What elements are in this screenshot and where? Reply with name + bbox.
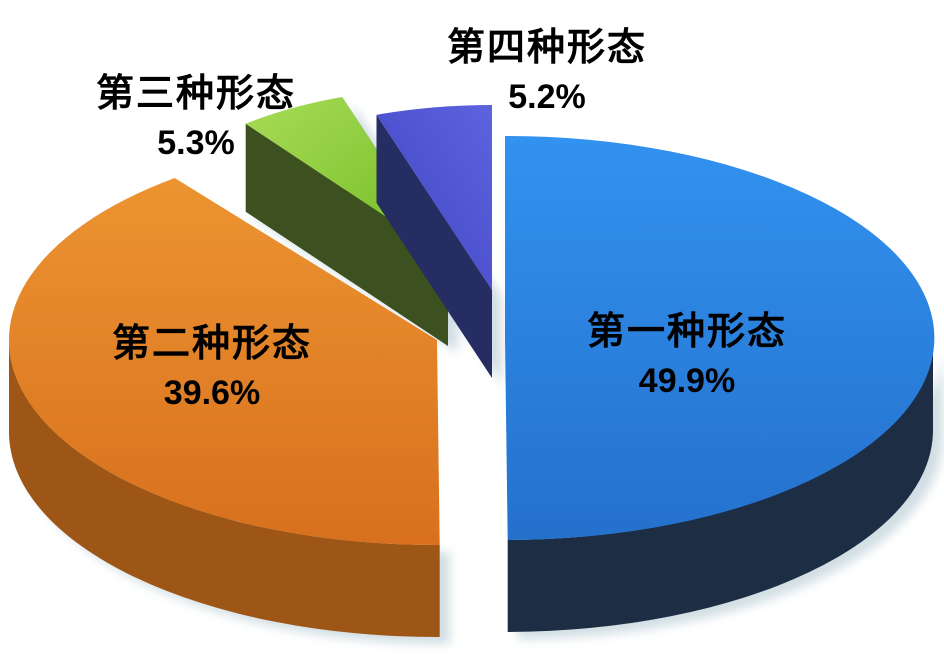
slice-third-cut-face-start	[245, 123, 448, 346]
slice-pct-second-form: 39.6%	[163, 374, 261, 412]
slice-label-first-form: 第一种形态 49.9%	[587, 308, 787, 406]
slice-fourth-cut-face-start	[376, 114, 492, 379]
slice-fourth-top-face	[376, 105, 492, 290]
slice-pct-fourth-form: 5.2%	[508, 78, 586, 116]
slice-fourth-form	[376, 105, 492, 379]
slice-label-fourth-form: 第四种形态 5.2%	[447, 24, 647, 122]
slice-second-side-wall	[9, 340, 440, 638]
slice-label-third-form: 第三种形态 5.3%	[96, 70, 296, 168]
slice-second-top-face	[8, 178, 440, 546]
slice-name-third-form: 第三种形态	[95, 73, 297, 115]
slice-pct-third-form: 5.3%	[157, 124, 235, 162]
slice-first-side-wall	[507, 338, 933, 632]
slice-label-second-form: 第二种形态 39.6%	[112, 320, 312, 418]
slice-first-top-face	[505, 135, 935, 540]
slice-second-form	[8, 178, 440, 638]
slice-name-fourth-form: 第四种形态	[446, 27, 648, 69]
slice-name-second-form: 第二种形态	[111, 323, 313, 365]
slice-first-form	[505, 135, 935, 632]
slice-name-first-form: 第一种形态	[586, 311, 788, 353]
slice-pct-first-form: 49.9%	[638, 362, 736, 400]
